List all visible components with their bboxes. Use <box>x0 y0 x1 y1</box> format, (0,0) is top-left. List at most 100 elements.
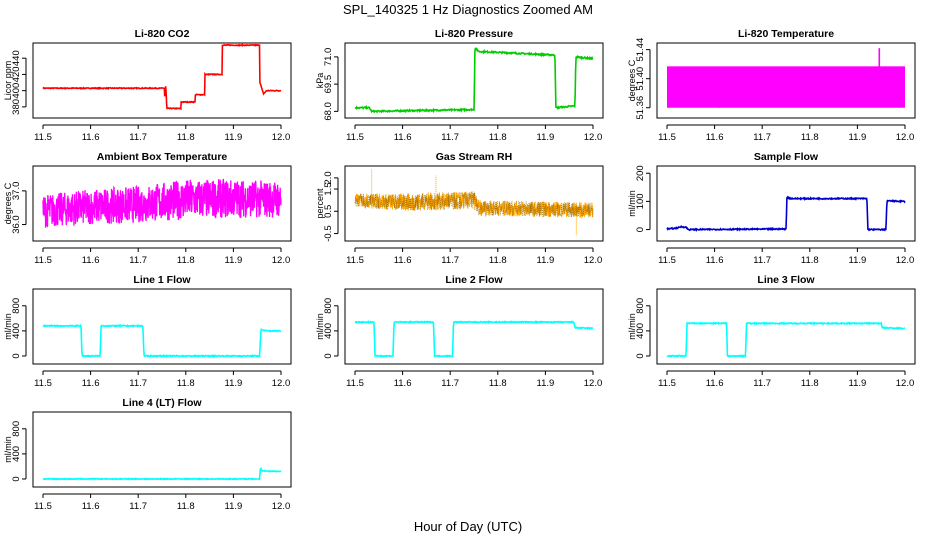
panel-title: Li-820 CO2 <box>135 28 190 40</box>
y-tick-label: 71.0 <box>323 48 334 67</box>
panel-title: Ambient Box Temperature <box>97 151 228 163</box>
x-tick-label: 11.8 <box>177 132 195 143</box>
y-tick-label: 440 <box>11 50 22 66</box>
panel-title: Line 4 (LT) Flow <box>122 397 202 409</box>
plot-area <box>42 178 282 228</box>
x-tick-label: 12.0 <box>896 378 915 389</box>
x-tick-label: 11.7 <box>441 132 459 143</box>
x-tick-label: 11.8 <box>177 501 195 512</box>
plot-area <box>42 466 282 481</box>
x-tick-label: 11.6 <box>82 378 100 389</box>
series-line <box>354 47 594 114</box>
y-axis-label: ml/min <box>315 313 325 340</box>
y-tick-label: 200 <box>635 165 646 181</box>
y-tick-label: 800 <box>11 298 22 314</box>
y-tick-label: 420 <box>11 66 22 82</box>
chart-panel: Li-820 CO2 11.5 11.6 11.7 11.8 11.9 12.0 380400… <box>3 28 292 143</box>
x-tick-label: 11.9 <box>849 255 867 266</box>
y-tick-label: 51.40 <box>635 67 646 91</box>
x-tick-label: 11.5 <box>34 378 52 389</box>
x-tick-label: 11.8 <box>489 255 507 266</box>
x-tick-label: 12.0 <box>272 378 291 389</box>
x-tick-label: 11.9 <box>537 255 555 266</box>
series-line <box>42 466 282 481</box>
x-tick-label: 11.7 <box>441 378 459 389</box>
series-line <box>42 323 282 359</box>
y-tick-label: 800 <box>635 298 646 314</box>
plot-frame <box>344 165 604 242</box>
chart-panel: Line 4 (LT) Flow 11.5 11.6 11.7 11.8 11.9 12.0… <box>3 397 292 512</box>
x-tick-label: 11.5 <box>658 378 676 389</box>
x-tick-label: 11.7 <box>753 255 771 266</box>
panel-title: Li-820 Temperature <box>738 28 834 40</box>
figure-title: SPL_140325 1 Hz Diagnostics Zoomed AM <box>343 2 593 17</box>
x-tick-label: 11.7 <box>129 255 147 266</box>
x-tick-label: 11.5 <box>34 501 52 512</box>
chart-panel: Line 1 Flow 11.5 11.6 11.7 11.8 11.9 12.0 0 400 8… <box>3 274 292 389</box>
x-tick-label: 11.5 <box>34 255 52 266</box>
x-tick-label: 11.5 <box>658 255 676 266</box>
series-band <box>667 66 905 108</box>
x-tick-label: 11.6 <box>394 255 412 266</box>
panel-title: Line 1 Flow <box>133 274 191 286</box>
x-tick-label: 11.6 <box>706 255 724 266</box>
y-tick-label: 0 <box>323 353 334 358</box>
x-tick-label: 11.5 <box>34 132 52 143</box>
chart-panel: Line 3 Flow 11.5 11.6 11.7 11.8 11.9 12.0 0 400 8… <box>627 274 916 389</box>
x-tick-label: 11.7 <box>441 255 459 266</box>
x-tick-label: 11.8 <box>801 132 819 143</box>
x-tick-label: 11.9 <box>225 255 243 266</box>
x-tick-label: 11.9 <box>225 132 243 143</box>
y-axis-label: degrees C <box>3 182 13 224</box>
series-line <box>42 43 282 111</box>
chart-panel: Sample Flow 11.5 11.6 11.7 11.8 11.9 12.0 0 100 2… <box>627 151 916 266</box>
y-tick-label: 100 <box>635 193 646 209</box>
series-noise-hatch <box>354 191 594 218</box>
x-tick-label: 11.6 <box>82 255 100 266</box>
x-tick-label: 11.8 <box>489 378 507 389</box>
series-line <box>666 321 905 359</box>
chart-panel: Li-820 Temperature 11.5 11.6 11.7 11.8 11.9 12… <box>627 28 916 143</box>
x-tick-label: 12.0 <box>272 255 291 266</box>
x-tick-label: 11.6 <box>706 378 724 389</box>
x-tick-label: 11.6 <box>394 378 412 389</box>
x-tick-label: 11.7 <box>129 501 147 512</box>
x-tick-label: 11.5 <box>346 378 364 389</box>
plot-frame <box>32 288 292 365</box>
y-tick-label: 0 <box>11 476 22 481</box>
plot-area <box>42 323 282 359</box>
panel-title: Line 2 Flow <box>445 274 503 286</box>
plot-area <box>42 43 282 111</box>
y-tick-label: 0 <box>11 353 22 358</box>
x-tick-label: 11.9 <box>849 132 867 143</box>
y-axis-label: ml/min <box>627 313 637 340</box>
y-tick-label: 0 <box>635 227 646 232</box>
x-tick-label: 12.0 <box>584 378 603 389</box>
chart-panel: Ambient Box Temperature 11.5 11.6 11.7 11.8 1… <box>3 151 292 266</box>
x-tick-label: 11.8 <box>489 132 507 143</box>
y-axis-label: ml/min <box>3 436 13 463</box>
y-tick-label: 51.44 <box>635 38 646 62</box>
x-axis-label: Hour of Day (UTC) <box>414 519 522 534</box>
y-tick-label: 2.0 <box>323 171 334 184</box>
chart-panel: Li-820 Pressure 11.5 11.6 11.7 11.8 11.9 12.0 6… <box>315 28 604 143</box>
x-tick-label: 11.6 <box>706 132 724 143</box>
y-tick-label: 1.5 <box>323 182 334 195</box>
x-tick-label: 11.7 <box>129 378 147 389</box>
x-tick-label: 11.7 <box>129 132 147 143</box>
chart-panel: Gas Stream RH 11.5 11.6 11.7 11.8 11.9 12.0 -0.… <box>315 151 604 266</box>
panel-title: Line 3 Flow <box>757 274 815 286</box>
y-tick-label: 36.0 <box>11 215 22 234</box>
y-tick-label: 800 <box>323 298 334 314</box>
y-axis-label: degrees C <box>627 59 637 101</box>
plot-area <box>666 321 905 359</box>
y-axis-label: percent <box>315 188 325 219</box>
y-axis-label: ml/min <box>627 190 637 217</box>
x-tick-label: 11.5 <box>346 255 364 266</box>
panel-title: Sample Flow <box>754 151 819 163</box>
x-tick-label: 11.8 <box>801 378 819 389</box>
x-tick-label: 11.8 <box>177 378 195 389</box>
y-tick-label: -0.5 <box>323 225 334 241</box>
